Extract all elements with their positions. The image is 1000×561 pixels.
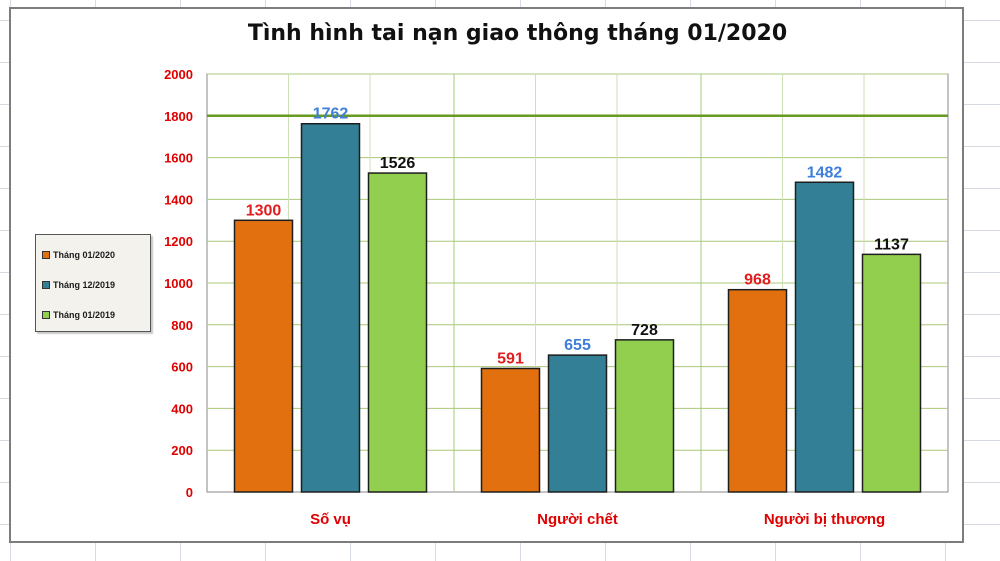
- bar: [233, 219, 294, 493]
- y-tick-label: 1600: [164, 151, 193, 166]
- legend-label: Tháng 01/2020: [53, 250, 116, 260]
- x-category-label: Số vụ: [310, 511, 351, 528]
- data-label: 1300: [246, 202, 282, 219]
- data-label: 1137: [874, 236, 909, 253]
- legend-item[interactable]: Tháng 01/2020: [42, 240, 150, 270]
- legend-swatch: [42, 281, 50, 289]
- bar: [480, 367, 541, 493]
- bar: [861, 253, 922, 493]
- legend-item[interactable]: Tháng 01/2019: [42, 300, 150, 330]
- chart-legend[interactable]: Tháng 01/2020 Tháng 12/2019 Tháng 01/2019: [35, 234, 151, 332]
- y-tick-label: 0: [186, 485, 193, 500]
- y-tick-label: 600: [171, 360, 193, 375]
- y-tick-label: 1200: [164, 234, 193, 249]
- data-label: 1482: [807, 164, 843, 181]
- y-tick-label: 400: [171, 401, 193, 416]
- bar: [300, 122, 361, 493]
- y-tick-label: 800: [171, 318, 193, 333]
- data-label: 1762: [313, 106, 349, 123]
- legend-label: Tháng 01/2019: [53, 310, 116, 320]
- x-category-label: Người bị thương: [764, 511, 885, 528]
- data-label: 1526: [380, 155, 416, 172]
- legend-label: Tháng 12/2019: [53, 280, 116, 290]
- data-label: 728: [631, 322, 658, 339]
- bar: [367, 172, 428, 493]
- bar-chart: Tình hình tai nạn giao thông tháng 01/20…: [164, 21, 949, 528]
- data-label: 655: [564, 337, 591, 354]
- y-tick-label: 2000: [164, 67, 193, 82]
- y-tick-label: 1000: [164, 276, 193, 291]
- y-tick-label: 1800: [164, 109, 193, 124]
- y-tick-label: 200: [171, 443, 193, 458]
- legend-item[interactable]: Tháng 12/2019: [42, 270, 150, 300]
- bar: [727, 288, 788, 493]
- legend-swatch: [42, 311, 50, 319]
- y-tick-label: 1400: [164, 192, 193, 207]
- x-category-label: Người chết: [537, 511, 618, 528]
- bar: [794, 181, 855, 493]
- data-label: 591: [497, 350, 524, 367]
- data-label: 968: [744, 272, 771, 289]
- bar: [547, 354, 608, 493]
- chart-frame[interactable]: Tình hình tai nạn giao thông tháng 01/20…: [9, 7, 964, 543]
- chart-title: Tình hình tai nạn giao thông tháng 01/20…: [248, 21, 787, 46]
- legend-swatch: [42, 251, 50, 259]
- bar: [614, 339, 675, 493]
